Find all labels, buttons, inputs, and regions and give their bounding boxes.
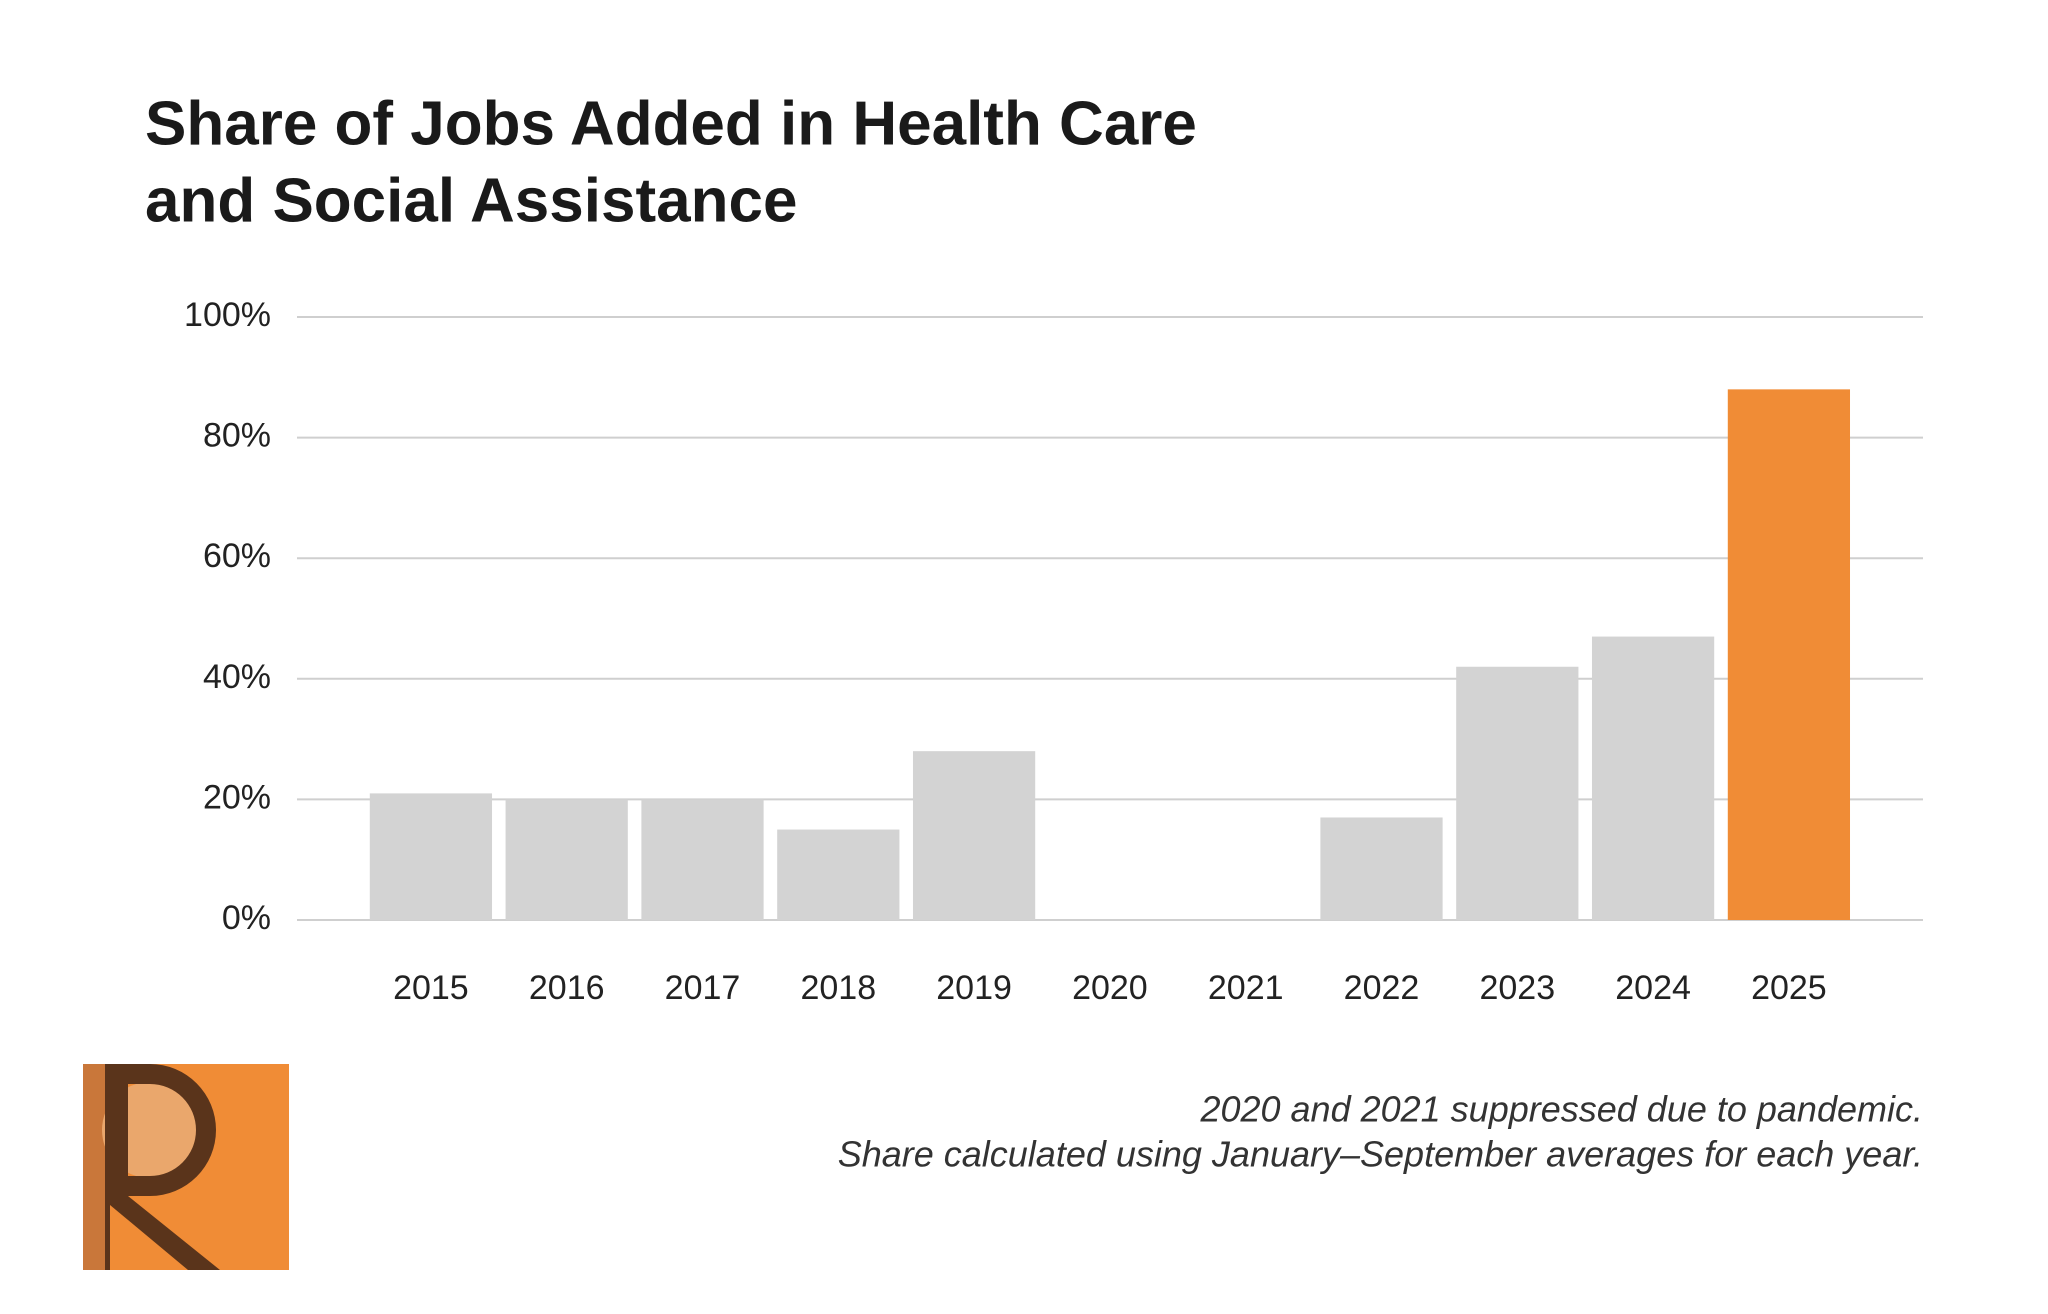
y-tick-label: 100% [184, 296, 271, 334]
bar [1320, 817, 1443, 920]
y-tick-label: 20% [203, 778, 271, 816]
chart-title: and Social Assistance [145, 166, 797, 235]
x-tick-label: 2020 [1072, 969, 1148, 1007]
bar [777, 829, 900, 920]
y-tick-label: 40% [203, 658, 271, 696]
bar [505, 799, 628, 920]
x-tick-label: 2018 [800, 969, 876, 1007]
note: Share calculated using January–September… [838, 1134, 1923, 1175]
x-tick-label: 2019 [936, 969, 1012, 1007]
x-tick-label: 2024 [1615, 969, 1691, 1007]
x-tick-label: 2022 [1344, 969, 1420, 1007]
bar [641, 799, 764, 920]
x-tick-label: 2025 [1751, 969, 1827, 1007]
bar [369, 793, 493, 920]
x-tick-label: 2023 [1479, 969, 1555, 1007]
x-tick-label: 2016 [529, 969, 605, 1007]
x-tick-label: 2017 [665, 969, 741, 1007]
chart-title: Share of Jobs Added in Health Care [145, 89, 1197, 158]
bar [1727, 389, 1851, 920]
x-tick-label: 2021 [1208, 969, 1284, 1007]
x-tick-label: 2015 [393, 969, 469, 1007]
bar [1456, 666, 1579, 920]
y-tick-label: 80% [203, 417, 271, 455]
logo [83, 1064, 289, 1270]
bar [912, 751, 1036, 920]
note: 2020 and 2021 suppressed due to pandemic… [1199, 1089, 1923, 1130]
bar [1591, 636, 1715, 920]
y-tick-label: 60% [203, 537, 271, 575]
y-tick-label: 0% [222, 899, 271, 937]
